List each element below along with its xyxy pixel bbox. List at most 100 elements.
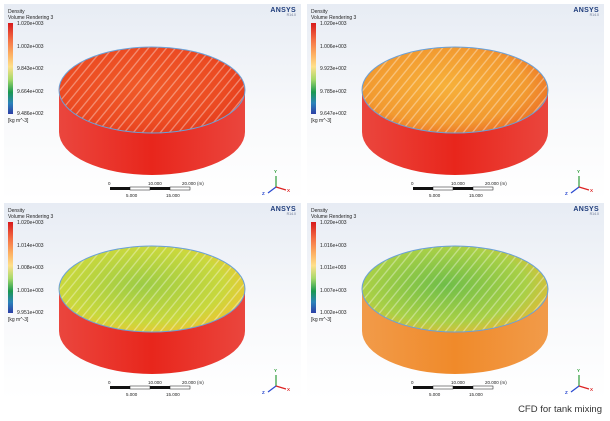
scale-label: 0: [411, 380, 414, 385]
scale-label: 20.000 (m): [485, 181, 507, 186]
legend-tick-label: 1.001e+003: [17, 287, 44, 294]
render-panel: Density Volume Rendering 3 1.020e+003 1.002…: [4, 4, 301, 201]
ansys-logo: ANSYS R14.0: [270, 206, 296, 216]
axis-letter: X: [590, 387, 594, 392]
legend-tick-label: 1.007e+003: [320, 287, 347, 294]
legend-tick-label: 9.647e+002: [320, 111, 347, 117]
tank-top-surface: [362, 47, 548, 133]
brand-name: ANSYS: [270, 206, 296, 213]
legend-rendering: Volume Rendering 3: [311, 15, 357, 21]
legend-tick-label: 9.486e+002: [17, 111, 44, 117]
scale-label: 20.000 (m): [182, 181, 204, 186]
scale-label: 15.000: [166, 392, 180, 397]
color-legend-bar: [311, 222, 316, 313]
axis-letter: Z: [262, 191, 265, 196]
ansys-logo: ANSYS R14.0: [573, 206, 599, 216]
axis-letter: X: [287, 387, 291, 392]
legend-variable: Density: [311, 9, 328, 15]
legend-rendering: Volume Rendering 3: [311, 214, 357, 220]
ansys-logo: ANSYS R14.0: [270, 7, 296, 17]
legend-tick-label: 1.020e+003: [17, 21, 44, 27]
scale-label: 5.000: [126, 193, 138, 198]
scale-label: 10.000: [148, 380, 162, 385]
legend-title: Density Volume Rendering 3: [8, 208, 53, 220]
tank-render: [361, 46, 590, 194]
legend-tick-label: 9.951e+002: [17, 310, 44, 316]
legend-tick-label: 1.002e+003: [320, 310, 347, 316]
legend-tick-label: 1.020e+003: [320, 21, 347, 27]
tank-render: [58, 46, 287, 194]
brand-version: R14.0: [286, 212, 296, 216]
axis-triad-icon: [570, 375, 590, 393]
legend-tick-label: 1.016e+003: [320, 242, 347, 249]
tank-rim: [361, 245, 549, 333]
scale-bar: [110, 186, 191, 191]
legend-tick-label: 1.014e+003: [17, 242, 44, 249]
legend-variable: Density: [8, 9, 25, 15]
scale-label: 10.000: [451, 380, 465, 385]
legend-tick-label: 9.843e+002: [17, 66, 44, 72]
render-panel: Density Volume Rendering 3 1.020e+003 1.014…: [4, 203, 301, 400]
legend-tick-label: 1.002e+003: [17, 43, 44, 50]
legend-tick-label: 9.923e+002: [320, 66, 347, 72]
tank-side-wall: [362, 90, 548, 175]
legend-tick-label: 1.006e+003: [320, 43, 347, 50]
tank-rim: [58, 245, 246, 333]
scale-label: 5.000: [429, 193, 441, 198]
axis-triad-icon: [267, 375, 287, 393]
legend-unit: [kg m^-3]: [8, 118, 29, 124]
tank-rim: [58, 46, 246, 134]
scale-label: 0: [411, 181, 414, 186]
legend-title: Density Volume Rendering 3: [311, 9, 356, 21]
render-panel: Density Volume Rendering 3 1.020e+003 1.016…: [307, 203, 604, 400]
legend-tick-label: 1.011e+003: [320, 265, 347, 271]
axis-letter: Y: [274, 169, 278, 174]
legend-tick-label: 9.664e+002: [17, 88, 44, 95]
axis-letter: Z: [262, 390, 265, 395]
brand-name: ANSYS: [573, 7, 599, 14]
color-legend-bar: [8, 222, 13, 313]
scale-bar: [413, 385, 494, 390]
scale-label: 5.000: [126, 392, 138, 397]
axis-letter: X: [287, 188, 291, 193]
axis-letter: Y: [274, 368, 278, 373]
scale-bar: [413, 186, 494, 191]
legend-unit: [kg m^-3]: [311, 118, 332, 124]
tank-top-surface: [59, 47, 245, 133]
legend-title: Density Volume Rendering 3: [8, 9, 53, 21]
legend-variable: Density: [311, 208, 328, 214]
scale-bar: [110, 385, 191, 390]
legend-unit: [kg m^-3]: [8, 317, 29, 323]
color-legend-bar: [311, 23, 316, 114]
legend-tick-label: 1.020e+003: [320, 220, 347, 226]
tank-render: [58, 245, 287, 393]
legend-tick-label: 1.008e+003: [17, 265, 44, 271]
figure-caption: CFD for tank mixing: [518, 404, 602, 415]
axis-letter: Z: [565, 390, 568, 395]
scale-label: 15.000: [166, 193, 180, 198]
legend-rendering: Volume Rendering 3: [8, 15, 54, 21]
tank-side-wall: [59, 90, 245, 175]
scale-label: 10.000: [451, 181, 465, 186]
tank-rim: [361, 46, 549, 134]
brand-version: R14.0: [589, 13, 599, 17]
brand-name: ANSYS: [573, 206, 599, 213]
scale-label: 20.000 (m): [485, 380, 507, 385]
brand-name: ANSYS: [270, 7, 296, 14]
legend-variable: Density: [8, 208, 25, 214]
axis-letter: X: [590, 188, 594, 193]
legend-unit: [kg m^-3]: [311, 317, 332, 323]
scale-label: 15.000: [469, 193, 483, 198]
ansys-logo: ANSYS R14.0: [573, 7, 599, 17]
legend-tick-label: 9.785e+002: [320, 88, 347, 95]
color-legend-bar: [8, 23, 13, 114]
scale-label: 15.000: [469, 392, 483, 397]
tank-side-wall: [362, 289, 548, 374]
tank-top-surface: [59, 246, 245, 332]
tank-side-wall: [59, 289, 245, 374]
tank-render: [361, 245, 590, 393]
scale-label: 5.000: [429, 392, 441, 397]
axis-letter: Z: [565, 191, 568, 196]
brand-version: R14.0: [286, 13, 296, 17]
axis-letter: Y: [577, 368, 581, 373]
